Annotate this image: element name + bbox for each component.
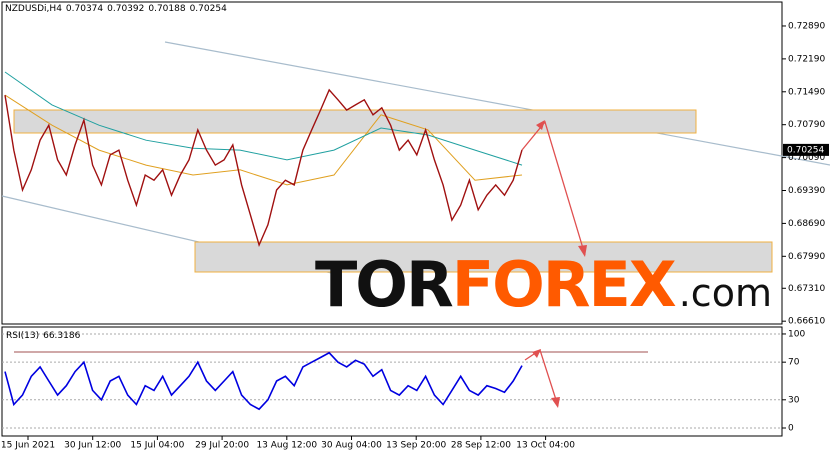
rsi-panel	[1, 326, 783, 437]
arrow-head	[551, 397, 560, 408]
y-tick-label: 0.68690	[788, 219, 825, 229]
price-line	[4, 71, 523, 166]
open: 0.70374	[65, 4, 104, 14]
rsi-title: RSI(13)	[6, 331, 40, 341]
arrow-head	[578, 245, 587, 257]
x-tick-label: 13 Oct 04:00	[516, 441, 575, 451]
price-tag-label: 0.70254	[787, 145, 824, 155]
watermark: TOR FOREX .com	[315, 248, 772, 321]
symbol: NZDUSDi,H4	[5, 4, 62, 14]
chart-header: NZDUSDi,H4 0.70374 0.70392 0.70188 0.702…	[5, 4, 227, 14]
x-tick-label: 28 Sep 12:00	[451, 441, 511, 451]
y-tick-label: 0.67310	[788, 284, 825, 294]
channel-upper	[164, 41, 830, 166]
y-tick-label: 0.71490	[788, 87, 825, 97]
y-tick-label: 30	[788, 395, 800, 405]
arrow-head	[532, 349, 541, 358]
close: 0.70254	[189, 4, 227, 14]
x-tick-label: 13 Aug 12:00	[256, 441, 317, 451]
x-tick-label: 15 Jun 2021	[1, 441, 55, 451]
y-tick-label: 100	[788, 329, 805, 339]
forecast-arrow	[521, 120, 586, 256]
x-tick-label: 30 Jun 12:00	[64, 441, 121, 451]
y-tick-label: 0	[788, 424, 794, 434]
y-tick-label: 0.69390	[788, 186, 825, 196]
watermark-forex: FOREX	[451, 248, 677, 321]
support-zone	[194, 241, 773, 273]
y-tick-label: 0.67990	[788, 252, 825, 262]
watermark-tor: TOR	[315, 248, 454, 321]
low: 0.70188	[148, 4, 186, 14]
y-tick-label: 0.70790	[788, 120, 825, 130]
x-tick-label: 15 Jul 04:00	[130, 441, 184, 451]
y-tick-label: 0.72890	[788, 21, 825, 31]
arrow-head	[536, 120, 545, 130]
x-tick-label: 30 Aug 04:00	[321, 441, 382, 451]
price-tag	[783, 143, 829, 156]
rsi-header: RSI(13) 66.3186	[6, 331, 80, 341]
x-tick-label: 29 Jul 20:00	[195, 441, 249, 451]
resistance-zone	[13, 109, 697, 134]
rsi-line	[4, 351, 523, 411]
x-tick-label: 13 Sep 20:00	[386, 441, 446, 451]
price-line	[4, 88, 523, 248]
y-tick-label: 70	[788, 358, 800, 368]
y-tick-label: 0.72190	[788, 54, 825, 64]
y-tick-label: 0.70090	[788, 153, 825, 163]
price-line	[4, 94, 523, 186]
watermark-com: .com	[678, 271, 772, 315]
rsi-value: 66.3186	[43, 331, 81, 341]
y-tick-label: 0.66610	[788, 317, 825, 327]
high: 0.70392	[107, 4, 145, 14]
